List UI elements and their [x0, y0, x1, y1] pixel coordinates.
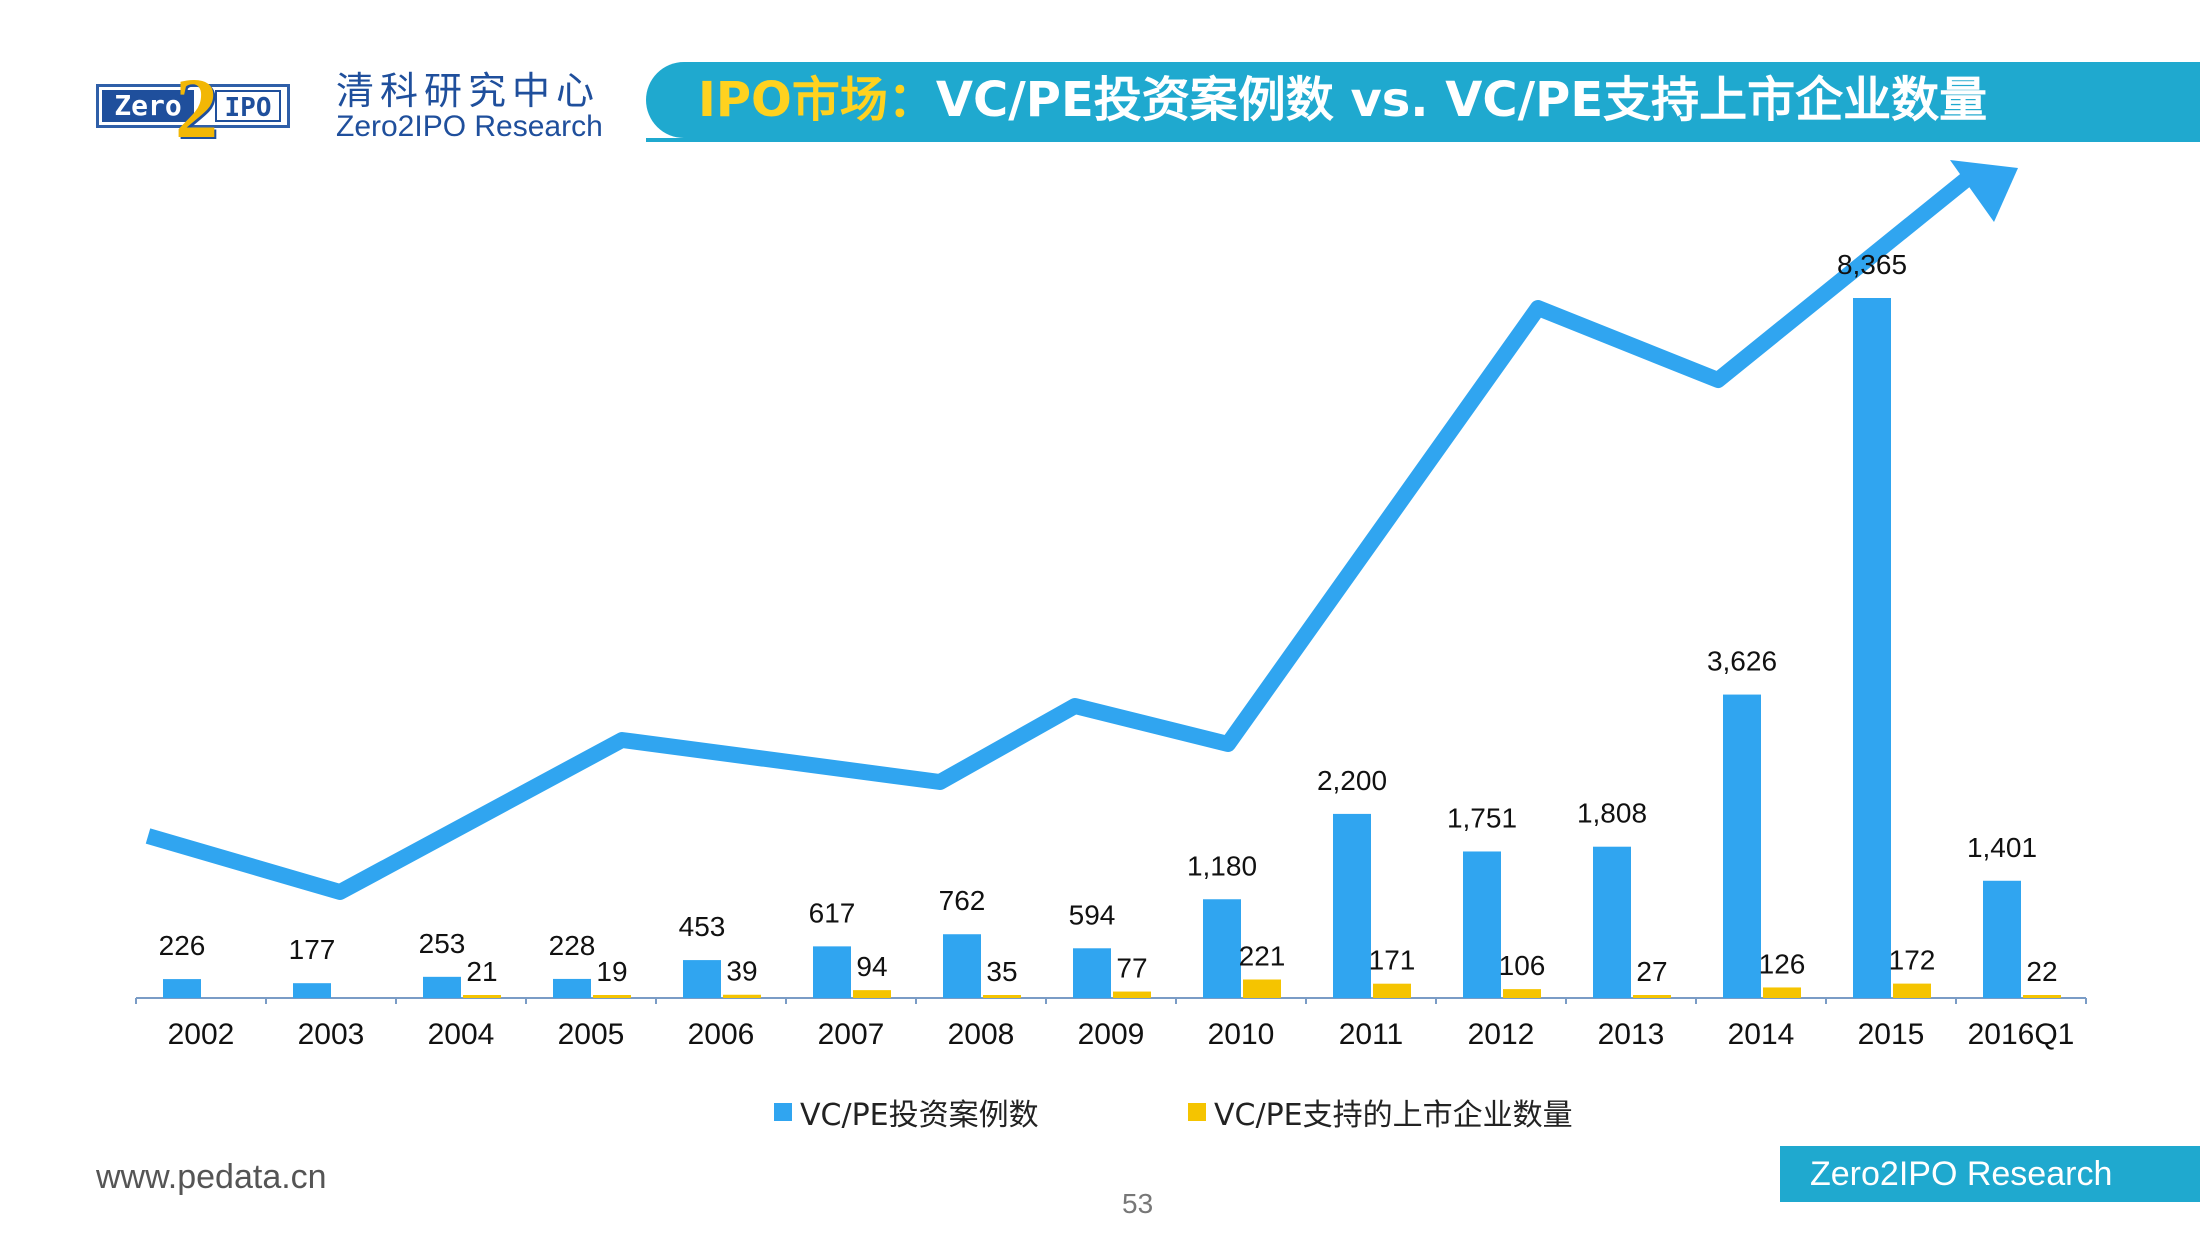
trend-arrow-head: [1950, 160, 2018, 222]
invest-bar: [293, 983, 331, 998]
invest-data-label: 617: [809, 897, 856, 928]
ipo-bar: [983, 995, 1021, 998]
legend-ipo-label: VC/PE支持的上市企业数量: [1214, 1098, 1573, 1133]
ipo-data-label: 27: [1636, 956, 1667, 987]
legend-ipo-swatch: [1188, 1103, 1206, 1121]
invest-bar: [1723, 694, 1761, 998]
invest-data-label: 177: [289, 934, 336, 965]
invest-data-label: 226: [159, 930, 206, 961]
ipo-bar: [1503, 989, 1541, 998]
invest-data-label: 762: [939, 885, 986, 916]
ipo-bar: [723, 994, 761, 998]
x-tick-label: 2009: [1078, 1018, 1145, 1051]
x-tick-label: 2011: [1339, 1018, 1404, 1051]
invest-data-label: 594: [1069, 899, 1116, 930]
trend-arrow-line: [145, 171, 1974, 900]
invest-data-label: 453: [679, 911, 726, 942]
ipo-data-label: 35: [986, 956, 1017, 987]
invest-data-label: 228: [549, 930, 596, 961]
invest-bar: [1593, 846, 1631, 998]
invest-bar: [1333, 813, 1371, 998]
logo-right-text: IPO: [215, 90, 281, 123]
org-name-cn: 清科研究中心: [336, 69, 601, 113]
x-tick-label: 2002: [168, 1018, 235, 1051]
invest-bar: [1853, 298, 1891, 998]
footer-url: www.pedata.cn: [96, 1158, 327, 1196]
ipo-data-label: 126: [1759, 948, 1806, 979]
ipo-data-label: 94: [856, 951, 887, 982]
x-tick-label: 2008: [948, 1018, 1015, 1051]
invest-bar: [1073, 948, 1111, 998]
ipo-data-label: 39: [726, 956, 757, 987]
legend-invest-swatch: [774, 1103, 792, 1121]
x-tick-label: 2007: [818, 1018, 885, 1051]
x-tick-label: 2012: [1468, 1018, 1535, 1051]
logo-two-mark: 2: [175, 60, 218, 156]
invest-bar: [1203, 899, 1241, 998]
invest-bar: [553, 978, 591, 998]
ipo-data-label: 22: [2026, 956, 2057, 987]
invest-bar: [1983, 880, 2021, 998]
legend-invest: VC/PE投资案例数: [774, 1092, 1039, 1133]
ipo-data-label: 19: [596, 956, 627, 987]
page-title-rest: VC/PE投资案例数 vs. VC/PE支持上市企业数量: [935, 72, 1988, 128]
ipo-bar: [1113, 991, 1151, 998]
ipo-bar: [463, 995, 501, 998]
ipo-bar: [1373, 983, 1411, 998]
ipo-bar: [1243, 979, 1281, 998]
ipo-data-label: 221: [1239, 941, 1286, 972]
ipo-data-label: 21: [466, 956, 497, 987]
zero2ipo-logo: Zero IPO 2: [96, 65, 290, 151]
x-tick-label: 2005: [558, 1018, 625, 1051]
org-name-en: Zero2IPO Research: [336, 110, 603, 143]
legend-invest-label: VC/PE投资案例数: [800, 1098, 1039, 1133]
ipo-bar: [1633, 995, 1671, 998]
x-tick-label: 2016Q1: [1968, 1018, 2075, 1051]
x-tick-label: 2003: [298, 1018, 365, 1051]
invest-data-label: 2,200: [1317, 765, 1387, 796]
x-tick-label: 2013: [1598, 1018, 1665, 1051]
invest-data-label: 1,401: [1967, 832, 2037, 863]
invest-data-label: 3,626: [1707, 646, 1777, 677]
invest-data-label: 1,180: [1187, 850, 1257, 881]
x-tick-label: 2004: [428, 1018, 495, 1051]
invest-data-label: 253: [419, 928, 466, 959]
ipo-data-label: 171: [1369, 945, 1416, 976]
invest-data-label: 1,751: [1447, 802, 1517, 833]
ipo-bar: [1763, 987, 1801, 998]
invest-bar: [683, 960, 721, 998]
ipo-data-label: 172: [1889, 945, 1936, 976]
x-tick-label: 2006: [688, 1018, 755, 1051]
invest-bar: [1463, 851, 1501, 998]
x-tick-label: 2010: [1208, 1018, 1275, 1051]
invest-bar: [813, 946, 851, 998]
ipo-bar: [1893, 983, 1931, 998]
ipo-data-label: 106: [1499, 950, 1546, 981]
ipo-bar: [2023, 995, 2061, 998]
ipo-bar: [593, 995, 631, 998]
page-title: IPO市场：VC/PE投资案例数 vs. VC/PE支持上市企业数量: [698, 64, 1987, 136]
legend-ipo: VC/PE支持的上市企业数量: [1188, 1092, 1573, 1133]
x-tick-label: 2015: [1858, 1018, 1925, 1051]
footer-brand: Zero2IPO Research: [1780, 1146, 2200, 1202]
invest-bar: [423, 976, 461, 998]
ipo-bar: [853, 990, 891, 998]
title-bar: [646, 62, 2200, 138]
invest-bar: [163, 979, 201, 998]
x-tick-label: 2014: [1728, 1018, 1795, 1051]
page-title-highlight: IPO市场：: [698, 72, 936, 128]
invest-bar: [943, 934, 981, 998]
logo-left-text: Zero: [102, 90, 194, 122]
invest-data-label: 1,808: [1577, 798, 1647, 829]
page-number: 53: [1122, 1188, 1154, 1219]
ipo-data-label: 77: [1116, 953, 1147, 984]
title-rule: [646, 138, 2200, 142]
invest-data-label: 8,365: [1837, 249, 1907, 280]
